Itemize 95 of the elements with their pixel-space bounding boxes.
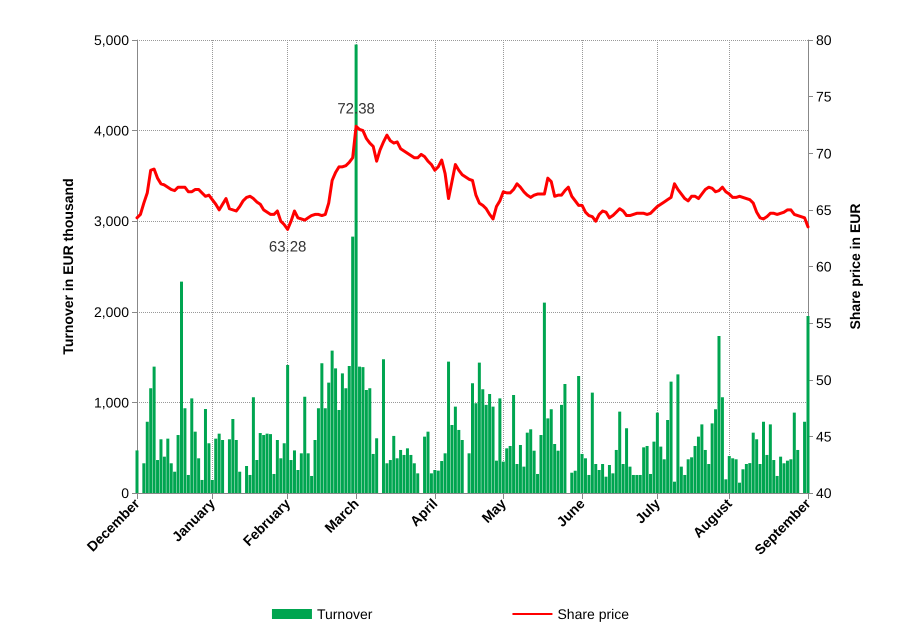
bar bbox=[454, 406, 457, 493]
y2-tick-label: 80 bbox=[816, 32, 832, 48]
bar bbox=[180, 282, 184, 493]
bar bbox=[361, 367, 364, 493]
bar bbox=[717, 336, 720, 493]
data-label: 63.28 bbox=[268, 238, 306, 256]
x-tick-label: May bbox=[478, 495, 510, 526]
bar bbox=[512, 394, 516, 493]
bar bbox=[656, 412, 659, 493]
bar bbox=[700, 424, 704, 493]
bar bbox=[686, 459, 690, 493]
y2-tick-label: 40 bbox=[816, 485, 832, 501]
bar bbox=[166, 438, 170, 493]
bar bbox=[768, 424, 772, 493]
bar bbox=[642, 447, 646, 493]
bar bbox=[231, 418, 234, 493]
bar bbox=[505, 448, 508, 493]
bar bbox=[382, 359, 385, 493]
bar bbox=[190, 398, 194, 493]
bar bbox=[433, 470, 436, 493]
bar bbox=[601, 464, 604, 493]
bar bbox=[218, 434, 221, 493]
bar bbox=[252, 397, 255, 493]
bar bbox=[204, 409, 207, 493]
y-tick-label: 2,000 bbox=[94, 304, 130, 320]
legend-label: Turnover bbox=[316, 606, 373, 622]
bar bbox=[646, 446, 649, 493]
bar bbox=[635, 474, 638, 493]
y2-tick-label: 55 bbox=[816, 315, 832, 332]
bar bbox=[303, 396, 306, 493]
y2-tick-label: 50 bbox=[816, 372, 832, 388]
bar bbox=[399, 450, 402, 493]
bar bbox=[245, 466, 248, 493]
bar bbox=[262, 435, 266, 493]
bar bbox=[498, 398, 502, 493]
bar bbox=[340, 373, 344, 493]
bar bbox=[406, 448, 409, 493]
bar bbox=[276, 440, 279, 493]
bar bbox=[447, 362, 450, 493]
bar bbox=[330, 350, 334, 493]
bar bbox=[792, 412, 796, 493]
legend-label: Share price bbox=[557, 606, 630, 622]
bar bbox=[518, 444, 522, 493]
y-tick-label: 3,000 bbox=[94, 213, 130, 230]
bar bbox=[762, 422, 765, 493]
bar bbox=[676, 374, 680, 493]
bar bbox=[375, 438, 378, 493]
bar bbox=[625, 428, 628, 493]
bar bbox=[368, 388, 372, 493]
y2-tick-label: 45 bbox=[816, 428, 832, 444]
bar bbox=[478, 362, 481, 493]
bar bbox=[734, 459, 738, 493]
bar bbox=[731, 458, 734, 493]
bar bbox=[550, 409, 553, 493]
bar bbox=[266, 434, 269, 493]
y2-tick-label: 60 bbox=[816, 258, 832, 274]
bar bbox=[292, 450, 296, 493]
bar bbox=[320, 363, 324, 493]
bar bbox=[744, 464, 748, 493]
bar bbox=[426, 432, 430, 493]
bar bbox=[577, 376, 580, 493]
y2-tick-label: 70 bbox=[816, 145, 832, 162]
bar bbox=[670, 382, 673, 493]
bar bbox=[618, 412, 622, 493]
bar bbox=[752, 432, 755, 493]
bar bbox=[570, 472, 574, 493]
bar bbox=[286, 364, 290, 493]
bar bbox=[806, 316, 810, 493]
y-axis-title: Turnover in EUR thousand bbox=[60, 178, 76, 355]
bar bbox=[779, 456, 782, 493]
bar bbox=[608, 465, 611, 493]
bar bbox=[269, 434, 272, 493]
line-series bbox=[136, 124, 810, 231]
bar bbox=[392, 436, 396, 493]
bar bbox=[136, 450, 138, 493]
bar bbox=[542, 302, 546, 493]
bar bbox=[529, 429, 532, 493]
y-tick-label: 4,000 bbox=[94, 122, 130, 139]
bar bbox=[152, 366, 156, 493]
y-tick-label: 5,000 bbox=[94, 32, 130, 48]
bar bbox=[471, 383, 474, 493]
bar bbox=[563, 384, 566, 493]
bar bbox=[258, 433, 262, 493]
bar bbox=[590, 392, 594, 493]
y-tick-label: 1,000 bbox=[94, 394, 130, 410]
bar bbox=[488, 394, 492, 493]
bar bbox=[786, 460, 789, 493]
y2-tick-label: 75 bbox=[816, 88, 832, 105]
bar bbox=[526, 432, 529, 493]
y2-tick-label: 65 bbox=[816, 202, 832, 218]
bar bbox=[728, 456, 731, 493]
bar bbox=[159, 439, 162, 493]
y2-axis-title: Share price in EUR bbox=[847, 203, 863, 330]
y-tick-label: 0 bbox=[121, 485, 130, 501]
bar bbox=[584, 458, 587, 493]
